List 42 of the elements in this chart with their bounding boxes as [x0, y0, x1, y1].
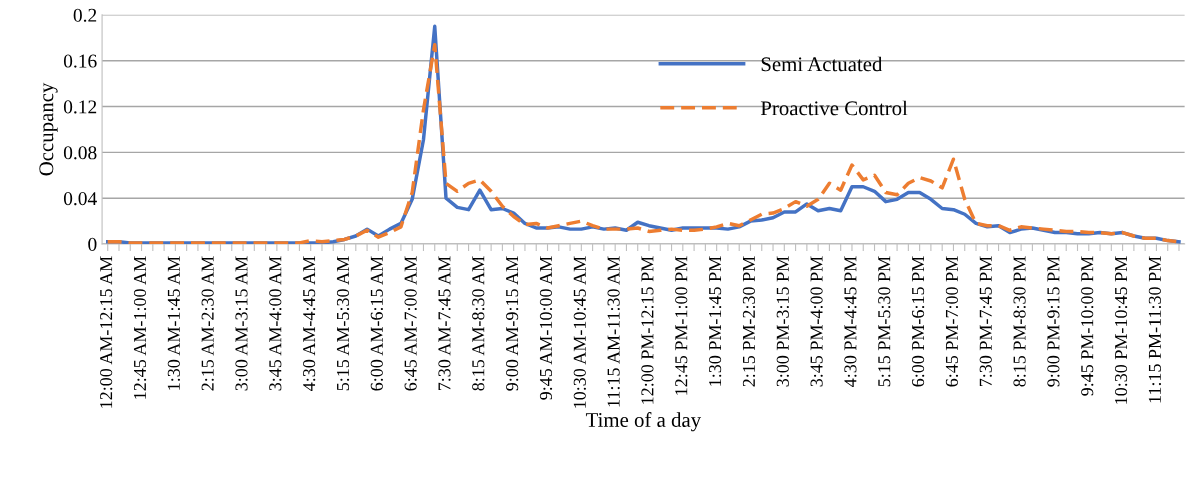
y-tick-label: 0.12 — [63, 100, 97, 114]
x-tick-label: 2:15 AM-2:30 AM — [201, 256, 214, 391]
x-tick-label: 12:45 PM-1:00 PM — [675, 256, 688, 395]
x-tick-label: 1:30 PM-1:45 PM — [708, 256, 722, 386]
x-tick-label: 1:30 AM-1:45 AM — [167, 256, 180, 390]
x-tick-label: 11:15 PM-11:30 PM — [1148, 256, 1162, 403]
x-tick-label: 7:30 PM-7:45 PM — [979, 256, 992, 387]
y-tick-label: 0.08 — [63, 146, 97, 160]
x-tick-label: 9:45 PM-10:00 PM — [1081, 256, 1094, 396]
legend-label: Semi Actuated — [761, 56, 883, 72]
x-tick-label: 6:00 PM-6:15 PM — [911, 256, 925, 387]
x-tick-label: 3:00 AM-3:15 AM — [235, 256, 248, 391]
x-tick-label: 4:30 PM-4:45 PM — [844, 256, 857, 387]
x-tick-label: 7:30 AM-7:45 AM — [438, 256, 451, 391]
x-tick-label: 8:15 AM-8:30 AM — [472, 256, 485, 391]
x-tick-label: 6:45 AM-7:00 AM — [404, 256, 417, 391]
x-tick-label: 12:45 AM-1:00 AM — [133, 256, 147, 399]
x-tick-label: 5:15 PM-5:30 PM — [878, 256, 891, 387]
x-tick-label: 10:30 PM-10:45 PM — [1114, 256, 1128, 404]
x-axis-title: Time of a day — [585, 412, 702, 432]
x-tick-label: 12:00 AM-12:15 AM — [100, 256, 113, 408]
legend-label: Proactive Control — [760, 100, 908, 116]
y-tick-label: 0.16 — [63, 54, 97, 68]
x-tick-label: 4:30 AM-4:45 AM — [303, 256, 316, 391]
x-tick-label: 9:00 PM-9:15 PM — [1047, 256, 1060, 387]
y-axis-title: Occupancy — [39, 82, 58, 176]
x-tick-label: 12:00 PM-12:15 PM — [641, 256, 654, 404]
y-tick-label: 0 — [88, 237, 97, 251]
y-tick-label: 0.2 — [73, 8, 97, 22]
x-tick-label: 11:15 AM-11:30 AM — [607, 256, 620, 407]
x-tick-label: 9:45 AM-10:00 AM — [539, 256, 553, 400]
x-tick-label: 9:00 AM-9:15 AM — [506, 256, 519, 391]
y-tick-label: 0.04 — [63, 192, 97, 206]
x-tick-label: 5:15 AM-5:30 AM — [336, 256, 350, 391]
x-tick-label: 3:45 AM-4:00 AM — [269, 256, 282, 391]
x-tick-label: 3:45 PM-4:00 PM — [810, 256, 823, 387]
x-tick-label: 6:45 PM-7:00 PM — [945, 256, 959, 387]
x-tick-label: 6:00 AM-6:15 AM — [370, 256, 383, 391]
x-tick-label: 2:15 PM-2:30 PM — [742, 256, 756, 387]
x-tick-label: 3:00 PM-3:15 PM — [776, 256, 789, 387]
x-tick-label: 10:30 AM-10:45 AM — [573, 256, 586, 408]
x-tick-label: 8:15 PM-8:30 PM — [1013, 256, 1026, 387]
